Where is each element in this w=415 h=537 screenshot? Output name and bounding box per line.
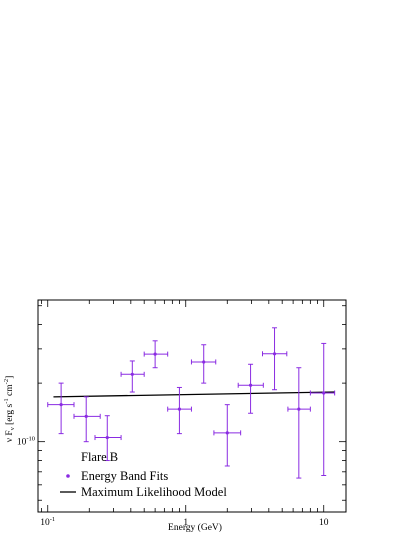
axis-tick-labels: 10-1 1 10 10-10 [17, 436, 329, 528]
data-point-1 [47, 382, 75, 435]
data-point-9 [237, 363, 264, 414]
data-point-7 [190, 344, 217, 384]
legend: Flare B Energy Band Fits Maximum Likelih… [60, 450, 227, 499]
legend-title: Flare B [81, 450, 118, 464]
data-point-marker [84, 414, 88, 418]
data-point-marker [225, 431, 229, 435]
axis-ticks [38, 300, 346, 512]
x-tick-label: 1 [183, 518, 188, 528]
data-point-10 [262, 327, 288, 391]
y-tick-label: 10-10 [17, 436, 35, 448]
data-point-marker [272, 352, 277, 356]
y-axis-label: ν Fν [erg s-1 cm-2] [3, 376, 16, 443]
legend-entry-model: Maximum Likelihood Model [81, 485, 227, 499]
legend-marker-points [66, 474, 70, 478]
model-line [53, 391, 335, 398]
data-point-3 [94, 415, 122, 462]
data-point-marker [297, 407, 301, 411]
data-point-2 [73, 396, 101, 443]
legend-entry-points: Energy Band Fits [81, 469, 168, 483]
data-point-marker [130, 372, 134, 376]
data-point-marker [153, 352, 157, 356]
data-point-12 [309, 342, 336, 477]
model-layer [53, 391, 335, 398]
data-point-8 [213, 404, 242, 467]
x-axis-label: Energy (GeV) [168, 522, 222, 533]
data-point-marker [202, 360, 206, 364]
data-point-marker [322, 391, 326, 395]
data-points-layer [47, 327, 336, 479]
data-point-11 [287, 367, 311, 479]
data-point-marker [59, 403, 63, 407]
data-point-5 [143, 340, 169, 369]
data-point-4 [120, 360, 145, 393]
data-point-marker [177, 407, 182, 411]
x-tick-label: 10 [319, 518, 329, 528]
x-tick-label: 10-1 [40, 516, 55, 528]
data-point-6 [167, 386, 192, 435]
plot-frame [37, 299, 347, 513]
data-point-marker [248, 383, 253, 387]
plot-area-border [37, 299, 347, 513]
data-point-marker [105, 435, 109, 440]
